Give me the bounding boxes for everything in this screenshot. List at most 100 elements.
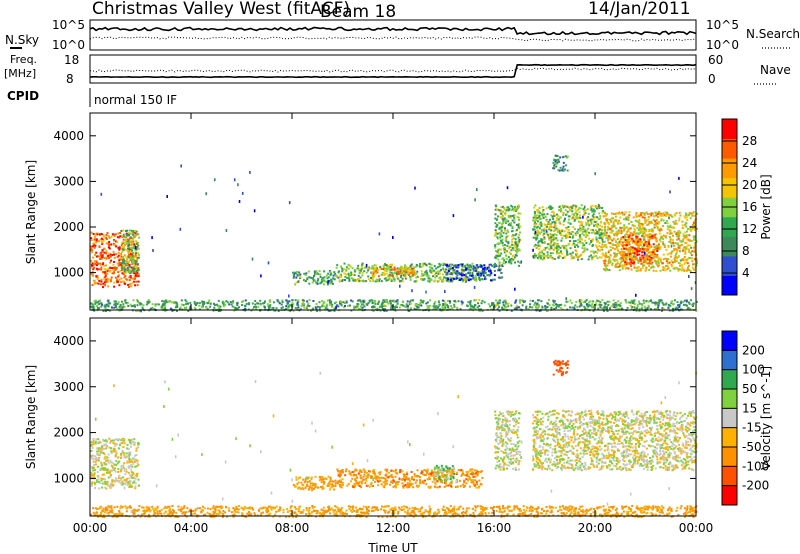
range-time-cell bbox=[504, 213, 507, 216]
range-time-cell bbox=[414, 265, 417, 268]
range-time-cell bbox=[634, 219, 637, 222]
range-time-cell bbox=[666, 268, 669, 271]
range-time-cell bbox=[496, 232, 499, 235]
range-time-cell bbox=[633, 233, 636, 236]
range-time-cell bbox=[664, 236, 667, 239]
range-time-cell bbox=[605, 306, 608, 309]
range-time-cell bbox=[397, 268, 400, 271]
range-time-cell bbox=[124, 299, 127, 302]
range-time-cell bbox=[129, 439, 132, 442]
range-time-cell bbox=[92, 466, 94, 469]
range-time-cell bbox=[114, 455, 117, 458]
range-time-cell bbox=[234, 307, 237, 310]
range-time-cell bbox=[135, 447, 138, 450]
range-time-cell bbox=[129, 474, 132, 477]
range-time-cell bbox=[472, 267, 475, 270]
range-time-cell bbox=[690, 254, 693, 257]
range-time-cell bbox=[597, 248, 600, 251]
range-time-cell bbox=[113, 253, 116, 256]
range-time-cell bbox=[272, 307, 275, 309]
range-time-cell bbox=[564, 164, 567, 167]
range-time-cell bbox=[533, 256, 536, 259]
range-time-cell bbox=[97, 438, 100, 441]
range-time-cell bbox=[96, 275, 99, 277]
range-time-cell bbox=[588, 231, 591, 234]
range-time-cell bbox=[397, 278, 400, 281]
range-time-cell bbox=[680, 269, 683, 272]
range-time-cell bbox=[552, 234, 555, 237]
range-time-cell bbox=[692, 302, 695, 305]
range-time-cell bbox=[119, 263, 122, 266]
range-time-cell bbox=[130, 270, 133, 273]
range-time-cell bbox=[401, 269, 404, 272]
range-time-cell bbox=[529, 299, 532, 302]
range-time-cell bbox=[391, 273, 394, 276]
range-time-cell bbox=[637, 247, 640, 250]
range-time-cell bbox=[94, 461, 97, 463]
range-time-cell bbox=[449, 273, 452, 276]
range-time-cell bbox=[621, 251, 624, 254]
range-time-cell bbox=[556, 154, 559, 157]
range-time-cell bbox=[104, 257, 106, 260]
range-time-cell bbox=[486, 274, 489, 277]
range-time-cell bbox=[555, 162, 558, 165]
range-time-cell bbox=[689, 226, 692, 229]
range-time-cell bbox=[543, 242, 546, 244]
range-time-cell bbox=[97, 255, 99, 258]
range-time-cell bbox=[278, 302, 281, 305]
range-time-cell bbox=[547, 206, 550, 209]
range-time-cell bbox=[559, 304, 561, 306]
range-time-cell bbox=[549, 256, 552, 259]
range-time-cell bbox=[296, 307, 299, 310]
range-time-cell bbox=[639, 226, 642, 229]
range-time-cell bbox=[401, 277, 404, 280]
range-time-cell bbox=[533, 254, 536, 257]
range-time-cell bbox=[529, 303, 531, 306]
range-time-cell bbox=[537, 305, 540, 308]
range-time-cell bbox=[615, 230, 618, 233]
range-time-cell bbox=[643, 216, 646, 219]
range-time-cell bbox=[405, 303, 408, 306]
range-time-cell bbox=[90, 476, 93, 479]
range-time-cell bbox=[590, 222, 593, 225]
range-time-cell bbox=[450, 266, 453, 268]
range-time-cell bbox=[126, 243, 129, 246]
range-time-cell bbox=[105, 238, 108, 240]
range-time-cell bbox=[131, 277, 134, 280]
range-time-cell bbox=[534, 204, 537, 207]
range-time-cell bbox=[650, 263, 653, 265]
range-time-cell bbox=[136, 284, 139, 287]
range-time-cell bbox=[442, 278, 445, 281]
range-time-cell bbox=[400, 266, 403, 269]
range-time-cell bbox=[122, 255, 125, 258]
range-time-cell bbox=[455, 276, 458, 279]
range-time-cell bbox=[650, 220, 653, 223]
range-time-cell bbox=[682, 258, 685, 261]
range-time-cell bbox=[371, 267, 374, 270]
range-time-cell bbox=[116, 307, 119, 310]
range-time-cell bbox=[114, 450, 116, 453]
range-time-cell bbox=[304, 280, 307, 283]
range-time-cell bbox=[118, 261, 121, 264]
range-time-cell bbox=[431, 267, 434, 270]
range-time-cell bbox=[562, 206, 565, 209]
range-time-cell bbox=[614, 263, 617, 266]
range-time-cell bbox=[577, 258, 580, 261]
range-time-cell bbox=[475, 279, 477, 282]
range-time-cell bbox=[681, 227, 684, 230]
range-time-cell bbox=[632, 250, 635, 253]
range-time-cell bbox=[436, 270, 439, 273]
range-time-cell bbox=[498, 306, 500, 309]
range-time-cell bbox=[695, 309, 698, 312]
range-time-cell bbox=[367, 302, 370, 304]
range-time-cell bbox=[329, 309, 332, 312]
range-time-cell bbox=[331, 303, 334, 306]
range-time-cell bbox=[335, 301, 338, 304]
range-time-cell bbox=[644, 308, 647, 311]
range-time-cell bbox=[90, 305, 93, 308]
range-time-cell bbox=[511, 243, 514, 246]
range-time-cell bbox=[134, 235, 136, 238]
range-time-cell bbox=[572, 306, 575, 309]
range-time-cell bbox=[130, 229, 133, 232]
range-time-cell bbox=[137, 252, 139, 255]
